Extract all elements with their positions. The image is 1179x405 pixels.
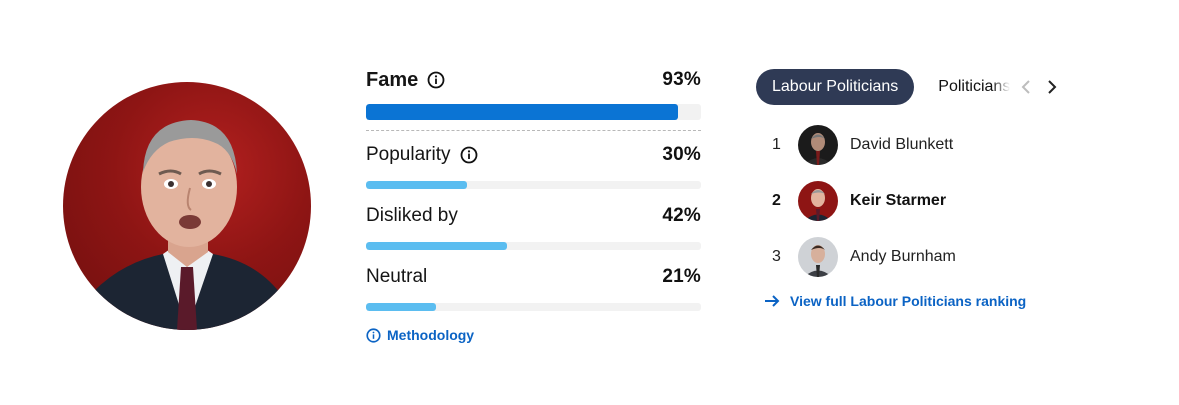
chevron-right-icon[interactable] xyxy=(1042,77,1062,97)
metric-fame: Fame 93% xyxy=(366,66,701,120)
info-icon[interactable] xyxy=(427,71,445,89)
divider xyxy=(366,130,701,131)
tab-labour-politicians[interactable]: Labour Politicians xyxy=(756,69,915,105)
methodology-link[interactable]: Methodology xyxy=(366,327,701,343)
view-full-label: View full Labour Politicians ranking xyxy=(790,293,1027,309)
metric-disliked: Disliked by 42% xyxy=(366,202,701,250)
avatar xyxy=(798,237,838,277)
metric-popularity-value: 30% xyxy=(662,144,701,165)
person-portrait-icon xyxy=(83,120,293,330)
rank-number: 1 xyxy=(772,136,781,153)
metric-neutral-value: 21% xyxy=(662,266,701,287)
ranking-list: 1 David Blunkett 2 Keir Starmer 3 Andy B… xyxy=(756,125,1086,277)
info-icon xyxy=(366,327,381,343)
ranking-tabs: Labour Politicians Politicians xyxy=(756,69,1086,105)
info-icon[interactable] xyxy=(460,146,478,164)
avatar xyxy=(798,125,838,165)
rank-name: Keir Starmer xyxy=(850,192,947,209)
fame-bar-track xyxy=(366,104,701,120)
rank-number: 3 xyxy=(772,248,781,265)
list-item[interactable]: 1 David Blunkett xyxy=(756,125,1086,165)
metric-fame-value: 93% xyxy=(662,69,701,90)
list-item[interactable]: 3 Andy Burnham xyxy=(756,237,1086,277)
rank-name: David Blunkett xyxy=(850,136,954,153)
tab-politicians[interactable]: Politicians xyxy=(938,78,1011,95)
metric-disliked-label: Disliked by xyxy=(366,205,458,226)
metric-fame-label: Fame xyxy=(366,69,419,91)
fame-bar-fill xyxy=(366,104,678,120)
arrow-right-icon xyxy=(764,294,780,308)
metric-disliked-value: 42% xyxy=(662,205,701,226)
list-item[interactable]: 2 Keir Starmer xyxy=(756,181,1086,221)
rank-number: 2 xyxy=(772,192,781,209)
ranking-panel: Labour Politicians Politicians 1 David B… xyxy=(756,69,1086,309)
neutral-bar-track xyxy=(366,303,701,311)
metric-neutral-label: Neutral xyxy=(366,266,428,287)
metrics-panel: Fame 93% Popularity 30% xyxy=(366,66,701,343)
disliked-bar-track xyxy=(366,242,701,250)
chevron-left-icon[interactable] xyxy=(1016,77,1036,97)
metric-neutral: Neutral 21% xyxy=(366,263,701,311)
popularity-bar-fill xyxy=(366,181,467,189)
view-full-ranking-link[interactable]: View full Labour Politicians ranking xyxy=(756,293,1086,309)
disliked-bar-fill xyxy=(366,242,507,250)
rank-name: Andy Burnham xyxy=(850,248,956,265)
methodology-label: Methodology xyxy=(387,327,475,343)
metric-popularity: Popularity 30% xyxy=(366,141,701,189)
avatar xyxy=(798,181,838,221)
neutral-bar-fill xyxy=(366,303,437,311)
popularity-bar-track xyxy=(366,181,701,189)
metric-popularity-label: Popularity xyxy=(366,144,451,165)
profile-photo xyxy=(63,82,311,330)
